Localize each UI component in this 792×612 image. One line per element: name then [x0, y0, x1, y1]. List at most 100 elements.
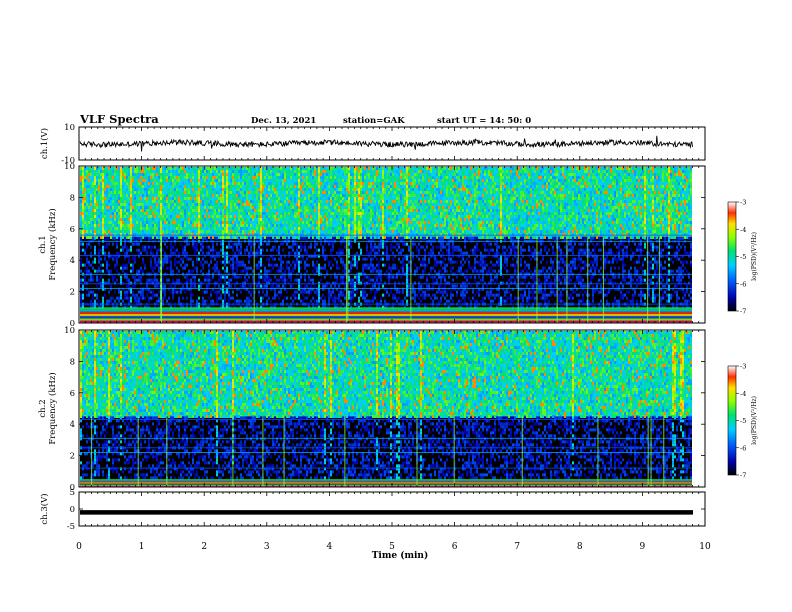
ch1-spectrogram-cell: [276, 197, 278, 200]
ch1-spectrogram-cell: [208, 227, 210, 230]
ch1-spectrogram-cell: [104, 227, 106, 230]
ch1-spectrogram-cell: [148, 215, 150, 218]
ch1-spectrogram-cell: [182, 246, 184, 249]
ch1-spectrogram-cell: [332, 291, 334, 294]
ch1-spectrogram-cell: [170, 182, 172, 185]
ch1-spectrogram-cell: [300, 182, 302, 185]
ch1-spectrogram-cell: [216, 191, 218, 194]
ch1-spectrogram-cell: [256, 203, 258, 206]
ch1-spectrogram-cell: [174, 215, 176, 218]
ch1-spectrogram-cell: [278, 182, 280, 185]
ch1-spectrogram-cell: [330, 206, 332, 209]
ch1-spectrogram-cell: [244, 285, 246, 288]
ch1-spectrogram-cell: [332, 203, 334, 206]
ch1-spectrogram-cell: [224, 167, 226, 170]
ch1-spectrogram-cell: [284, 215, 286, 218]
ch1-spectrogram-cell: [206, 246, 208, 249]
ch1-spectrogram-cell: [166, 176, 168, 179]
ch1-spectrogram-cell: [140, 206, 142, 209]
ch1-spectrogram-cell: [278, 176, 280, 179]
ch1-spectrogram-cell: [112, 170, 114, 173]
ch1-spectrogram-cell: [182, 167, 184, 170]
ch1-spectrogram-cell: [218, 179, 220, 182]
ch1-spectrogram-cell: [318, 267, 320, 270]
ch1-spectrogram-cell: [240, 194, 242, 197]
ch1-spectrogram-cell: [140, 182, 142, 185]
ch1-spectrogram-cell: [86, 294, 88, 297]
ch1-spectrogram-cell: [112, 167, 114, 170]
ch1-spectrogram-cell: [312, 197, 314, 200]
ch1-spectrogram-cell: [112, 230, 114, 233]
ch1-spectrogram-cell: [278, 236, 280, 239]
ch1-spectrogram-cell: [274, 294, 276, 297]
ch1-spectrogram-cell: [208, 252, 210, 255]
ch1-spectrogram-cell: [300, 167, 302, 170]
ch1-spectrogram-cell: [168, 279, 170, 282]
ch1-spectrogram-cell: [282, 167, 284, 170]
ch1-spectrogram-cell: [110, 194, 112, 197]
ch1-spectrogram-cell: [274, 179, 276, 182]
ch1-spectrogram-cell: [258, 291, 260, 294]
ch1-spectrogram-cell: [158, 209, 160, 212]
ch1-spectrogram-cell: [224, 252, 226, 255]
ch1-spectrogram-cell: [154, 200, 156, 203]
ch1-spectrogram-cell: [162, 258, 164, 261]
ch1-spectrogram-cell: [148, 279, 150, 282]
ch1-spectrogram-cell: [240, 170, 242, 173]
ch1-spectrogram-cell: [98, 170, 100, 173]
ch1-spectrogram-cell: [178, 173, 180, 176]
ch1-spectrogram-cell: [190, 209, 192, 212]
ch1-spectrogram-cell: [306, 194, 308, 197]
ch1-spectrogram-cell: [234, 194, 236, 197]
ch1-spectrogram-cell: [314, 237, 316, 240]
ch1-spectrogram-cell: [300, 224, 302, 227]
ch1-spectrogram-cell: [256, 188, 258, 191]
ch1-spectrogram-cell: [96, 182, 98, 185]
ch1-spectrogram-cell: [264, 294, 266, 297]
ch1-spectrogram-cell: [316, 300, 318, 303]
ch1-spectrogram-cell: [140, 294, 142, 297]
ch1-spectrogram-cell: [174, 173, 176, 176]
ch1-spectrogram-cell: [280, 230, 282, 233]
ch1-spectrogram-cell: [100, 236, 102, 239]
ch1-spectrogram-cell: [176, 182, 178, 185]
ch1-spectrogram-cell: [294, 230, 296, 233]
ch1-spectrogram-cell: [238, 300, 240, 303]
ch1-spectrogram-cell: [192, 243, 194, 246]
ch1-spectrogram-cell: [296, 173, 298, 176]
ch1-spectrogram-cell: [146, 188, 148, 191]
ch1-spectrogram-cell: [254, 185, 256, 188]
ch1-spectrogram-cell: [208, 194, 210, 197]
ch1-spectrogram-cell: [340, 209, 342, 212]
ch1-spectrogram-cell: [260, 179, 262, 182]
ch1-spectrogram-cell: [142, 197, 144, 200]
ch1-spectrogram-cell: [234, 203, 236, 206]
ch1-spectrogram-cell: [320, 237, 322, 240]
ch1-spectrogram-cell: [180, 167, 182, 170]
ch1-spectrogram-cell: [290, 185, 292, 188]
ch1-spectrogram-cell: [138, 212, 140, 215]
ch1-spectrogram-cell: [290, 279, 292, 282]
ch1-spectrogram-cell: [324, 206, 326, 209]
ch1-spectrogram-cell: [292, 227, 294, 230]
ch1-spectrogram-cell: [336, 170, 338, 173]
ch1-spectrogram-cell: [342, 230, 344, 233]
ch1-spectrogram-cell: [214, 230, 216, 233]
ch1-spectrogram-cell: [130, 215, 132, 218]
ch1-spectrogram-cell: [180, 218, 182, 221]
ch1-spectrogram-cell: [252, 191, 254, 194]
ch1-spectrogram-cell: [176, 230, 178, 233]
ch1-spectrogram-cell: [186, 221, 188, 224]
ch1-spectrogram-cell: [318, 209, 320, 212]
ch1-spectrogram-cell: [258, 294, 260, 297]
ch1-spectrogram-cell: [162, 291, 164, 294]
ch1-spectrogram-cell: [96, 294, 98, 297]
ch1-spectrogram-cell: [210, 261, 212, 264]
ch1-spectrogram-cell: [104, 212, 106, 215]
ch1-spectrogram-cell: [184, 212, 186, 215]
ch1-spectrogram-cell: [152, 221, 154, 224]
ch1-spectrogram-cell: [280, 182, 282, 185]
ch1-spectrogram-cell: [160, 182, 162, 185]
ch1-spectrogram-cell: [192, 237, 194, 240]
ch1-spectrogram-cell: [302, 218, 304, 221]
